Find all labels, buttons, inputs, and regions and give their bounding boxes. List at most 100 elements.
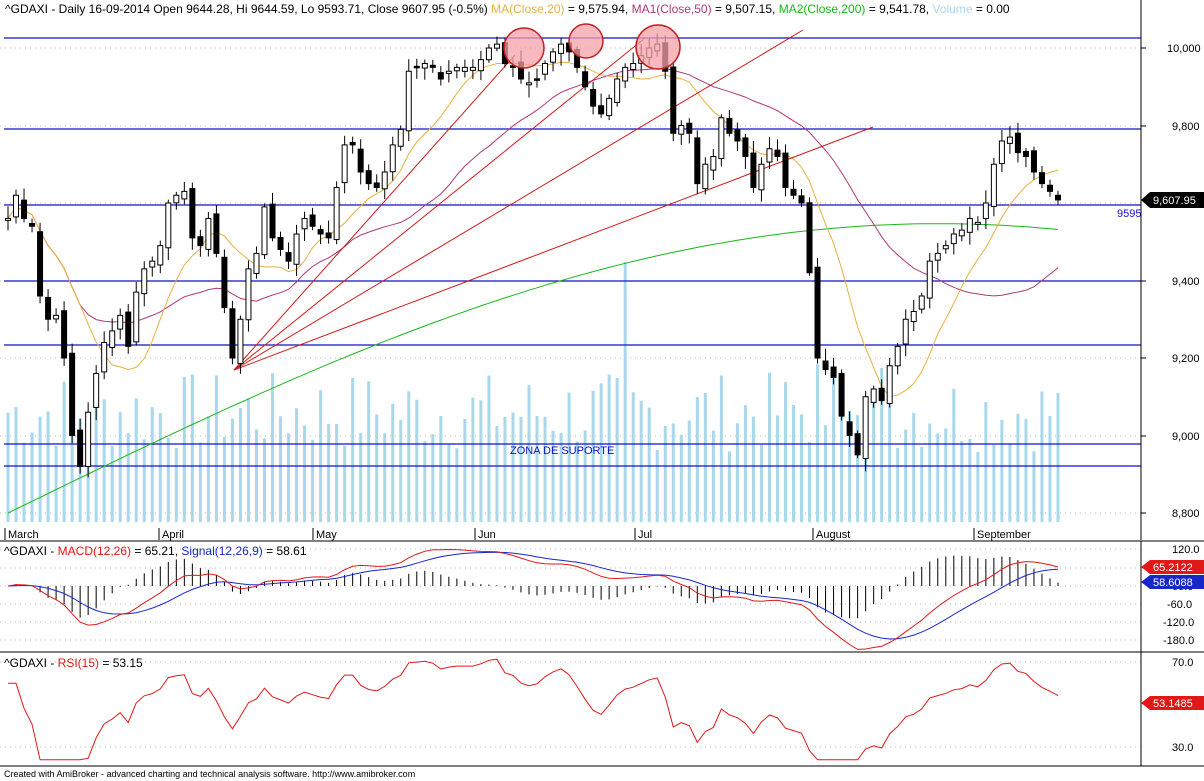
- candle-body: [910, 311, 917, 323]
- candle-body: [830, 366, 837, 378]
- volume-bar: [230, 418, 234, 522]
- candle-body: [453, 66, 460, 72]
- volume-bar: [118, 412, 122, 522]
- volume-bar: [559, 433, 563, 522]
- candle-body: [349, 141, 356, 146]
- candle-body: [461, 66, 468, 72]
- volume-bar: [1000, 419, 1004, 522]
- volume-bar: [607, 374, 611, 522]
- volume-bar: [767, 372, 771, 522]
- rsi-grid: [0, 661, 1141, 748]
- volume-bar: [287, 433, 291, 522]
- volume-bar: [431, 434, 435, 522]
- macd-tick-minus180: -180.0: [1163, 635, 1194, 647]
- volume-bar: [631, 392, 635, 522]
- volume-bar: [262, 438, 266, 522]
- candle-body: [814, 266, 821, 359]
- candle-body: [485, 47, 492, 61]
- volume-bar: [102, 399, 106, 522]
- candle-body: [45, 296, 52, 320]
- candle-body: [886, 365, 893, 404]
- price-tick-8800: 8,800: [1172, 508, 1200, 520]
- volume-bar: [311, 439, 315, 522]
- price-tick-9400: 9,400: [1172, 276, 1200, 288]
- candle-body: [213, 213, 220, 254]
- volume-bar: [206, 416, 210, 522]
- candle-body: [630, 63, 637, 71]
- ma50-line: [7, 67, 1059, 324]
- candle-body: [870, 388, 877, 403]
- candle-body: [790, 188, 797, 196]
- candle-body: [421, 63, 428, 69]
- svg-text:58.6088: 58.6088: [1153, 577, 1193, 589]
- candle-body: [734, 129, 741, 142]
- volume-bar: [447, 444, 451, 522]
- volume-bar: [735, 423, 739, 522]
- candle-body: [477, 59, 484, 72]
- candle-body: [710, 156, 717, 171]
- candle-body: [1046, 184, 1053, 192]
- candle-body: [245, 268, 252, 321]
- candle-body: [1055, 194, 1061, 201]
- candle-body: [1006, 136, 1013, 144]
- volume-bar: [174, 447, 178, 522]
- candle-body: [590, 89, 597, 107]
- price-panel[interactable]: ZONA DE SUPORTE 9595 ^GDAXI - Daily 16-0…: [0, 2, 1141, 541]
- candle-body: [950, 233, 957, 245]
- candle-body: [157, 245, 164, 266]
- macd-axis: 120.0 60.0 -60.0 -120.0 -180.0 65.2122 5…: [1140, 541, 1204, 652]
- macd-panel[interactable]: ^GDAXI - MACD(12,26) = 65.21, Signal(12,…: [0, 544, 1141, 650]
- candle-body: [405, 70, 412, 132]
- volume-bar: [423, 441, 427, 522]
- trendline-2: [233, 126, 874, 371]
- volume-bar: [54, 445, 58, 522]
- candle-body: [13, 194, 20, 218]
- volume-bar: [150, 407, 154, 522]
- candle-body: [397, 128, 404, 147]
- volume-bar: [351, 377, 355, 522]
- candle-body: [229, 308, 236, 359]
- footer-credit: Created with AmiBroker - advanced charti…: [4, 769, 415, 779]
- rsi-tick-30: 30.0: [1172, 742, 1193, 754]
- price-tick-10000: 10,000: [1167, 43, 1201, 55]
- macd-line: [7, 548, 1059, 650]
- trendlines: [233, 29, 874, 371]
- candle-body: [582, 71, 589, 88]
- volume-bar: [479, 400, 483, 522]
- volume-bar: [615, 377, 619, 522]
- month-label-may: May: [316, 529, 337, 541]
- candle-body: [285, 252, 292, 262]
- candle-body: [261, 206, 268, 256]
- candle-body: [269, 203, 276, 239]
- candle-body: [846, 421, 853, 436]
- candle-body: [902, 318, 909, 345]
- volume-bar: [992, 445, 996, 522]
- volume-bar: [759, 444, 763, 522]
- month-label-april: April: [162, 529, 184, 541]
- candle-body: [966, 218, 973, 233]
- candle-body: [333, 187, 340, 241]
- zone-label: ZONA DE SUPORTE: [510, 445, 614, 457]
- candle-body: [726, 117, 733, 134]
- trendline-1: [233, 29, 804, 371]
- candle-body: [37, 231, 44, 297]
- macd-tick-minus60: -60.0: [1167, 599, 1192, 611]
- volume-bar: [904, 429, 908, 522]
- volume-bar: [335, 423, 339, 522]
- candle-body: [173, 194, 180, 204]
- candle-body: [53, 314, 60, 320]
- candle-body: [606, 97, 613, 117]
- candle-body: [758, 163, 765, 191]
- candle-body: [702, 163, 709, 190]
- candle-body: [934, 252, 941, 261]
- candle-body: [806, 202, 813, 274]
- candle-body: [389, 144, 396, 173]
- candle-body: [109, 330, 116, 348]
- candle-body: [982, 202, 989, 220]
- rsi-panel[interactable]: ^GDAXI - RSI(15) = 53.15: [0, 656, 1141, 761]
- volume-bar: [343, 445, 347, 522]
- volume-bar: [182, 376, 186, 522]
- volume-bar: [6, 412, 10, 522]
- trendline-3: [233, 37, 646, 371]
